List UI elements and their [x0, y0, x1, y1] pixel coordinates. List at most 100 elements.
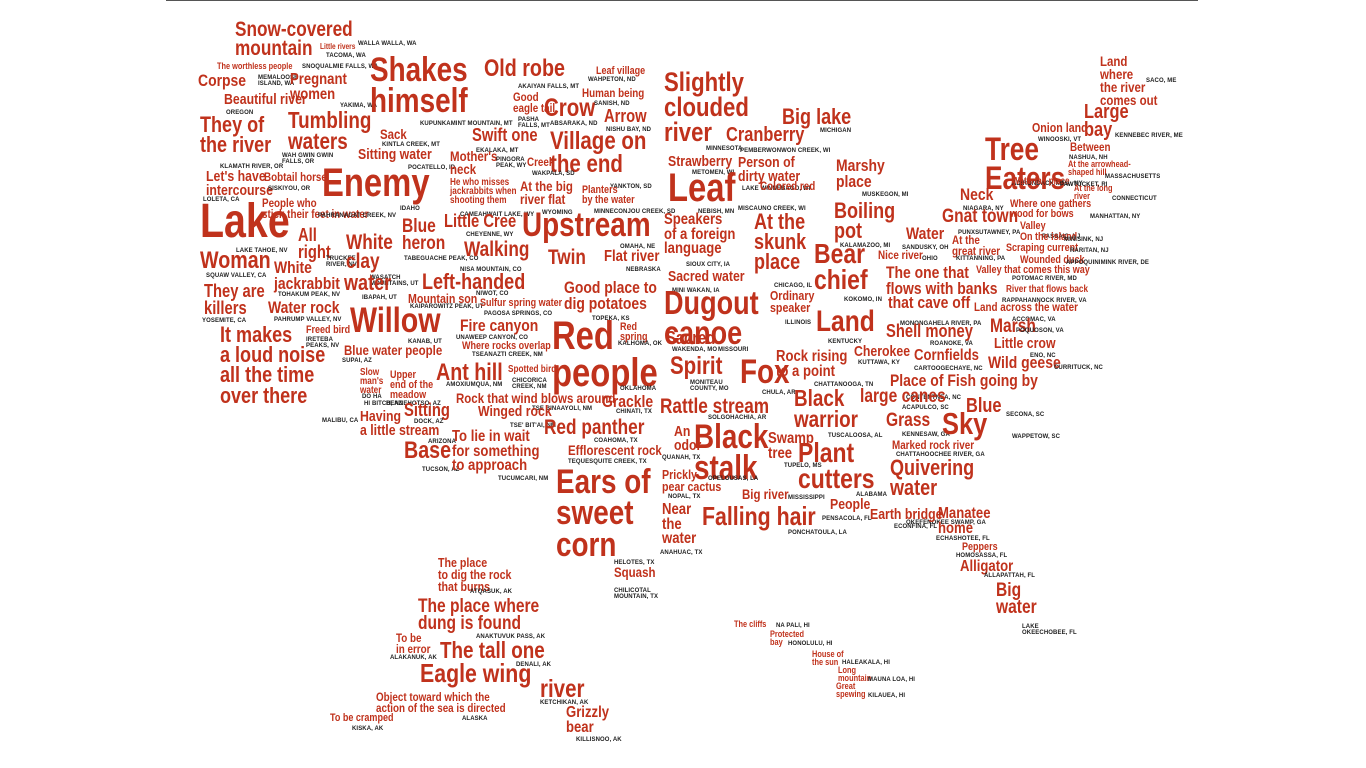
place-large-bay: KENNEBEC RIVER, ME — [1115, 133, 1183, 139]
word-mothers-neck: Mother's neck — [450, 148, 498, 177]
word-white-jackrabbit: White jackrabbit — [274, 258, 340, 293]
word-grizzly-bear: Grizzly bear — [566, 704, 610, 736]
place-place-to-dig-rock: ATQASUK, AK — [470, 589, 513, 595]
word-squash: Squash — [614, 564, 656, 580]
word-place-to-dig-rock: The place to dig the rock that burns — [438, 555, 512, 594]
top-rule — [166, 0, 1198, 1]
word-little-rivers: Little rivers — [320, 42, 356, 51]
word-the-cliffs: The cliffs — [734, 619, 767, 629]
word-the-one-that-flows: The one that flows with banks — [886, 263, 998, 298]
place-valley: PASSAIC, NJ — [1042, 234, 1081, 240]
place-village-on-the-end: YANKTON, SD — [610, 184, 652, 190]
word-slow-mans-water: Slow man's water — [360, 367, 384, 397]
word-rock-rising-to-a-point: Rock rising to a point — [776, 348, 848, 380]
place-water-ut: IBAPAH, UT — [362, 295, 397, 301]
place-cornfields: CARTOOGECHAYE, NC — [914, 366, 983, 372]
place-red-spring: KALHOMA, OK — [618, 341, 663, 347]
place-water: SANDUSKY, OH — [902, 245, 949, 251]
place-to-be-cramped: KISKA, AK — [352, 726, 384, 732]
place-sitting: DOCK, AZ — [414, 419, 444, 425]
place-gnat-town: PUNXSUTAWNEY, PA — [958, 230, 1021, 236]
place-plant-cutters: ALABAMA — [856, 492, 888, 498]
place-people: PENSACOLA, FL — [822, 516, 872, 522]
place-ears-of-sweet-corn: HELOTES, TX — [614, 560, 655, 566]
word-freed-bird: Freed bird — [306, 324, 351, 336]
word-planters-by-the-water: Planters by the water — [582, 184, 635, 207]
place-swamp-tree: TUPELO, MS — [784, 463, 822, 469]
place-they-of-the-river: KLAMATH RIVER, OR — [220, 164, 284, 170]
word-lake: Lake — [200, 195, 290, 248]
place-river-ak: KETCHIKAN, AK — [540, 700, 589, 706]
place-prickly-pear-cactus: NOPAL, TX — [668, 494, 701, 500]
place-fire-canyon: UNAWEEP CANYON, CO — [456, 335, 529, 341]
word-people: People — [830, 496, 871, 513]
word-red-panther: Red panther — [544, 416, 645, 439]
word-at-the-big-river-flat: At the big river flat — [520, 178, 573, 207]
word-crow: Crow — [544, 94, 596, 122]
place-big-lake: MICHIGAN — [820, 128, 852, 134]
place-scraping-current: RARITAN, NJ — [1070, 248, 1109, 254]
place-worthless-people: SNOQUALMIE FALLS, WA — [302, 64, 379, 70]
word-prickly-pear-cactus: Prickly pear cactus — [662, 467, 722, 494]
word-twin: Twin — [548, 246, 586, 269]
word-slightly-clouded-river: Slightly clouded river — [664, 67, 749, 147]
word-shakes-himself: Shakes himself — [370, 51, 468, 121]
word-on-the-island: On the island — [1020, 231, 1078, 243]
place-at-the-skunk-place: CHICAGO, IL — [774, 283, 813, 289]
place-manatee-home: ECHASHOTEE, FL — [936, 536, 990, 542]
word-spotted-bird: Spotted bird — [508, 364, 557, 375]
word-blue-water-people: Blue water people — [344, 342, 443, 358]
word-at-the-great-river: At the great river — [952, 233, 1001, 259]
word-tumbling-waters: Tumbling waters — [288, 107, 372, 155]
place-blue-water-people: SUPAI, AZ — [342, 358, 372, 364]
word-corpse: Corpse — [198, 71, 247, 90]
word-creek: Creek — [527, 155, 555, 169]
place-grass: KENNESAW, GA — [902, 432, 950, 438]
word-river-flows-back: River that flows back — [1006, 284, 1089, 295]
place-freed-bird: IRETEBA PEAKS, NV — [306, 337, 340, 350]
place-rock-wind-blows-around: TSE BINAAYOLI, NM — [532, 406, 593, 412]
word-little-crow: Little crow — [994, 335, 1056, 352]
place-grizzly-bear: KILLISNOO, AK — [576, 737, 622, 743]
place-an-odor: QUANAH, TX — [662, 455, 701, 461]
word-they-of-the-river: They of the river — [200, 112, 272, 158]
place-valley-comes-this-way: POTOMAC RIVER, MD — [1012, 276, 1077, 282]
place-leaf: NEBISH, MN — [698, 209, 735, 215]
word-sulfur-spring-water: Sulfur spring water — [480, 297, 563, 309]
word-wood-for-bows: Where one gathers wood for bows — [1010, 198, 1092, 221]
word-spirit: Spirit — [670, 352, 723, 380]
place-nice-river: OHIO — [922, 256, 938, 262]
place-grackle: CHINATI, TX — [616, 409, 652, 415]
word-black-warrior: Black warrior — [794, 385, 858, 433]
word-shell-money: Shell money — [886, 321, 973, 341]
word-tree-eaters: Tree Eaters — [985, 131, 1066, 197]
word-object-toward-sea: Object toward which the action of the sea… — [376, 690, 506, 716]
place-blue: SECONA, SC — [1006, 412, 1045, 418]
place-place-where-dung: ANAKTUVUK PASS, AK — [476, 634, 546, 640]
place-big-water: LAKE OKEECHOBEE, FL — [1022, 624, 1077, 637]
word-valley-comes-this-way: Valley that comes this way — [976, 264, 1090, 276]
word-strawberry: Strawberry — [668, 153, 733, 170]
place-cherokee: KUTTAWA, KY — [858, 360, 900, 366]
word-dugout-canoe: Dugout canoe — [664, 284, 759, 352]
word-little-cree: Little Cree — [444, 211, 517, 231]
place-beautiful-river: OREGON — [226, 110, 254, 116]
place-winged-rock: TSE' BIT'AI, NM — [510, 423, 557, 429]
place-old-robe: AKAIYAN FALLS, MT — [518, 84, 580, 90]
place-bobtail-horse: SISKIYOU, OR — [268, 186, 311, 192]
place-little-rivers: TACOMA, WA — [326, 53, 366, 59]
place-alligator: ALLAPATTAH, FL — [984, 573, 1036, 579]
place-long-river: CONNECTICUT — [1112, 196, 1157, 202]
word-leaf-village: Leaf village — [596, 65, 646, 77]
place-rock-rising-to-a-point: CHATTANOOGA, TN — [814, 382, 874, 388]
word-arrow: Arrow — [604, 106, 647, 126]
place-spotted-bird: CHICORICA CREEK, NM — [512, 378, 547, 391]
place-pregnant-women: YAKIMA, WA — [340, 103, 378, 109]
place-sacred-water: MINI WAKAN, IA — [672, 288, 720, 294]
place-between: NASHUA, NH — [1069, 155, 1108, 161]
word-ears-of-sweet-corn: Ears of sweet corn — [556, 463, 651, 564]
word-to-be-cramped: To be cramped — [330, 712, 394, 724]
word-upper-end-of-meadow: Upper end of the meadow — [390, 369, 434, 402]
word-black-stalk: Black stalk — [694, 418, 769, 488]
